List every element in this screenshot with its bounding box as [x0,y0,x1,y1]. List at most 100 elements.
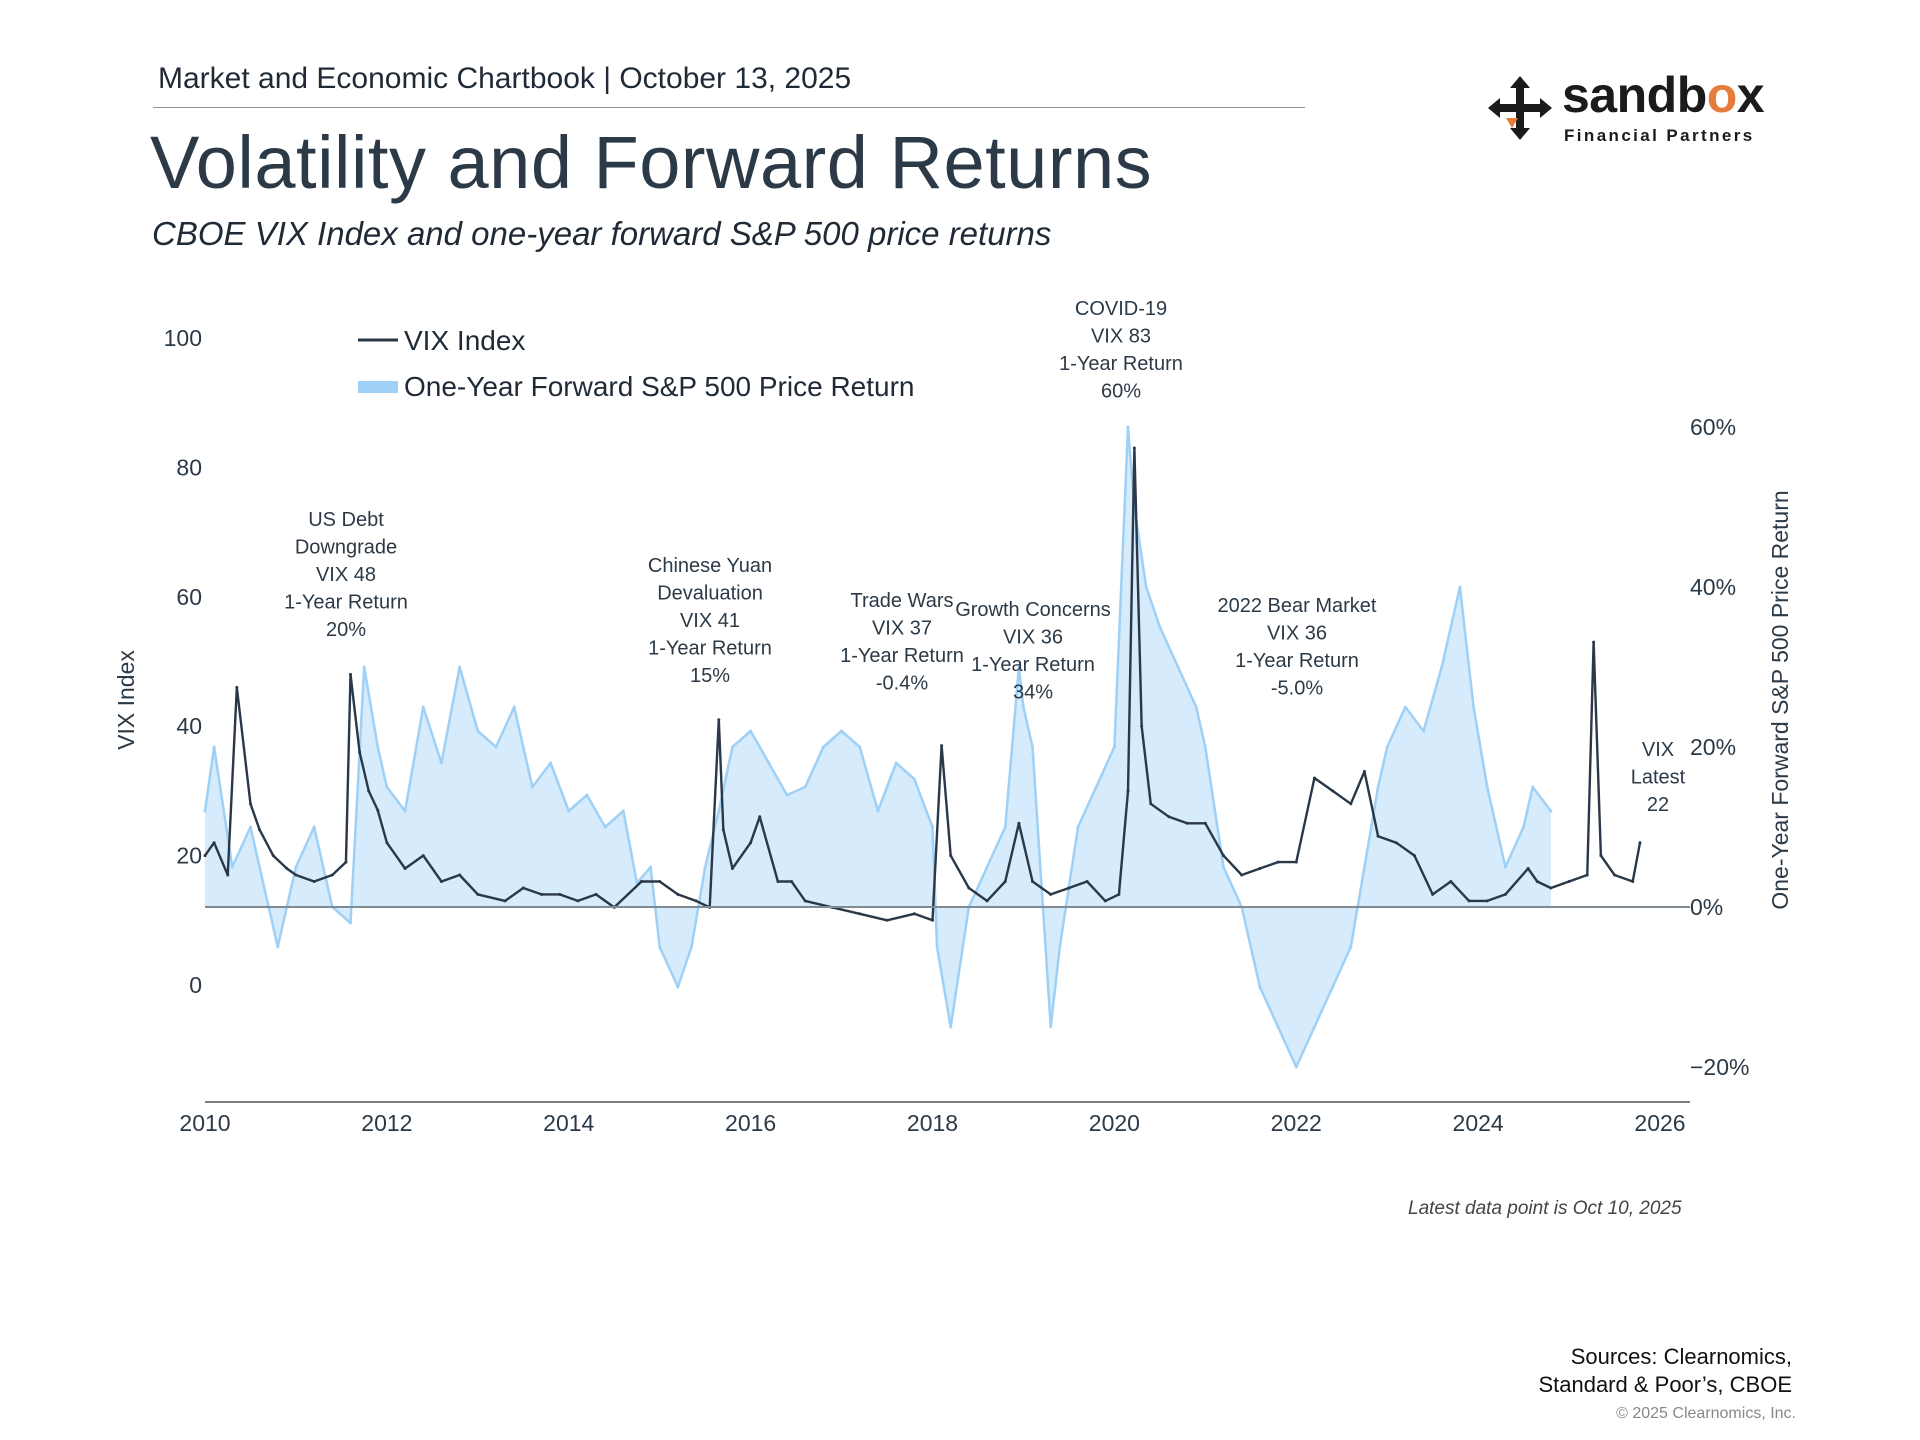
forward-return-point [935,945,939,949]
vix-point [1549,886,1553,890]
forward-return-point [1276,1025,1280,1029]
vix-point [539,892,543,896]
vix-point [285,867,289,870]
forward-return-point [1021,705,1025,709]
forward-return-point [1194,705,1198,709]
x-tick-label: 2020 [1089,1110,1140,1136]
vix-point [1331,789,1335,793]
annotation-label: Devaluation [657,583,763,605]
forward-return-point [1094,785,1098,789]
vix-point [258,828,262,832]
forward-return-point [767,761,771,765]
y-tick-label: 40 [176,713,202,739]
y2-axis-title: One-Year Forward S&P 500 Price Return [1767,490,1793,909]
vix-point [1103,899,1107,903]
header-divider [153,107,1305,108]
vix-point [967,886,971,890]
forward-return-point [512,705,516,709]
forward-return-point [821,745,825,749]
vix-point [1431,892,1435,896]
vix-point [376,808,380,812]
vix-point [1203,821,1207,825]
vix-point [1535,880,1539,883]
forward-return-point [749,729,753,733]
forward-return-point [840,729,844,733]
vix-point [212,841,216,845]
forward-return-point [803,785,807,789]
vix-point [1485,899,1489,903]
vix-point [1394,841,1398,845]
vix-point [576,899,580,903]
axis-layer: 2010 2012 2014 2016 2018 2020 2022 2024 20261008… [113,325,1793,1136]
vix-point [294,873,298,877]
forward-return-point [1312,1025,1316,1029]
vix-point [1003,880,1007,883]
vix-point [1085,880,1089,883]
forward-return-point [717,809,721,813]
annotation-label: VIX 36 [1003,627,1063,649]
forward-return-point [1031,745,1035,749]
vix-point [758,815,762,819]
page-subtitle: CBOE VIX Index and one-year forward S&P … [152,215,1052,252]
vix-point [421,854,425,858]
vix-point [658,880,662,883]
copyright: © 2025 Clearnomics, Inc. [1616,1405,1796,1422]
forward-return-point [1017,665,1021,669]
forward-return-point [567,809,571,813]
vix-point [439,880,443,883]
y2-tick-label: 60% [1690,414,1736,440]
forward-return-point [931,825,934,829]
y-tick-label: 80 [176,454,202,480]
vix-point [1592,640,1596,644]
vix-point [721,828,725,832]
forward-return-point [439,761,443,765]
vix-point [476,892,480,896]
vix-point [1049,892,1053,896]
vix-point [912,912,916,916]
forward-return-point [876,809,880,813]
forward-return-point [1144,585,1148,589]
vix-point [1349,802,1353,806]
forward-return-point [376,745,380,749]
annotation-label: VIX 48 [316,564,376,586]
vix-point [1599,854,1603,858]
forward-return-point [1522,825,1526,829]
forward-return-point [1349,945,1353,949]
annotation-label: 1-Year Return [971,654,1095,676]
annotation-label: 1-Year Return [284,592,408,614]
x-tick-label: 2026 [1634,1110,1685,1136]
x-tick-label: 2010 [179,1110,230,1136]
forward-return-point [1126,425,1130,429]
forward-return-point [312,825,316,829]
annotation-label: 20% [326,619,366,641]
forward-return-point [985,865,989,869]
vix-point [403,867,407,870]
vix-point [367,789,371,793]
vix-point [1276,860,1280,864]
x-tick-label: 2018 [907,1110,958,1136]
forward-return-point [476,729,480,733]
x-tick-label: 2014 [543,1110,594,1136]
annotation-label: 2022 Bear Market [1218,595,1377,617]
forward-return-point [912,777,916,781]
logo-wordmark-accent: o [1706,67,1738,123]
vix-point [226,873,230,877]
annotation-label: 1-Year Return [648,638,772,660]
forward-return-point [1258,985,1262,989]
chartbook-header: Market and Economic Chartbook | October … [158,62,852,95]
forward-return-point [785,793,789,797]
forward-return-point [1503,865,1507,869]
vix-point [730,867,734,870]
forward-return-point [1485,785,1489,789]
annotation-label: VIX [1642,739,1674,761]
forward-return-point [690,945,694,949]
vix-point [1312,776,1316,780]
forward-return-point [1058,945,1062,949]
vix-point [640,880,643,883]
annotation-label: VIX 37 [872,618,932,640]
x-tick-label: 2012 [361,1110,412,1136]
vix-point [312,880,316,883]
sources: Sources: Clearnomics, Standard & Poor’s,… [1538,1343,1792,1399]
vix-point [1149,802,1153,806]
forward-return-point [1049,1025,1053,1029]
